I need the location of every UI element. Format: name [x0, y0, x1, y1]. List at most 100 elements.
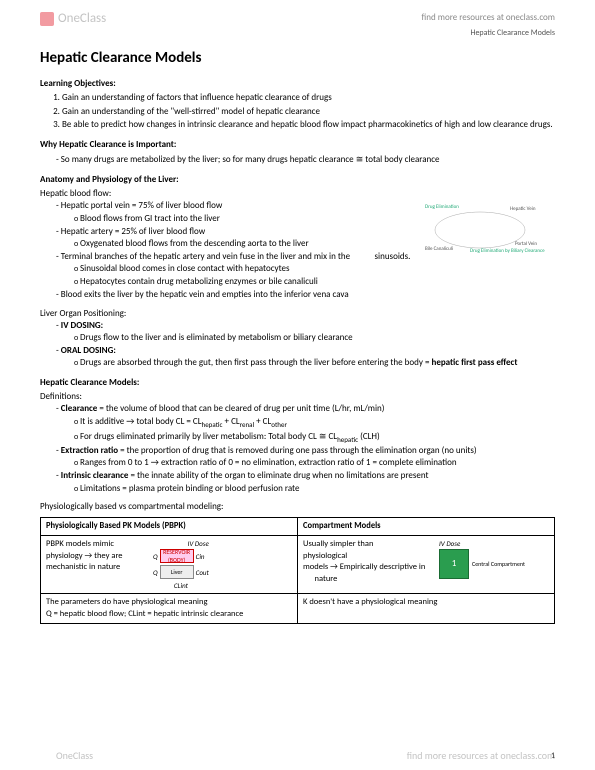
- watermark-top: OneClass: [40, 10, 106, 28]
- defs-label: Definitions:: [40, 391, 555, 403]
- svg-text:Drug Elimination by Biliary Cl: Drug Elimination by Biliary Clearance: [470, 248, 545, 254]
- objective-item: Gain an understanding of factors that in…: [62, 92, 555, 104]
- top-link[interactable]: find more resources at oneclass.com: [422, 12, 555, 24]
- anatomy-label: Anatomy and Physiology of the Liver:: [40, 174, 555, 186]
- learning-objectives-label: Learning Objectives:: [40, 78, 555, 90]
- clh-paren: (CLH): [358, 431, 380, 442]
- list-item: Sinusoidal blood comes in close contact …: [74, 263, 555, 275]
- why-text-b: total body clearance: [365, 154, 439, 165]
- why-label: Why Hepatic Clearance is Important:: [40, 139, 555, 151]
- liver-diagram-svg: Drug Elimination Hepatic Vein Portal Vei…: [420, 200, 550, 255]
- list-item: Terminal branches of the hepatic artery …: [56, 251, 555, 288]
- intrinsic-label: Intrinsic clearance: [61, 470, 129, 481]
- objective-item: Be able to predict how changes in intrin…: [62, 119, 555, 131]
- why-list: So many drugs are metabolized by the liv…: [56, 153, 555, 166]
- table-row: The parameters do have physiological mea…: [41, 594, 555, 624]
- hbf-terminal: Terminal branches of the hepatic artery …: [61, 251, 350, 262]
- clearance-def: = the volume of blood that can be cleare…: [97, 403, 384, 414]
- table-cell: PBPK models mimic physiology → they are …: [41, 536, 298, 594]
- hbf-terminal-end: sinusoids.: [375, 251, 411, 262]
- comparison-table: Physiologically Based PK Models (PBPK) C…: [40, 517, 555, 624]
- footer-link[interactable]: find more resources at oneclass.com: [407, 749, 555, 763]
- list-item: For drugs eliminated primarily by liver …: [74, 430, 555, 444]
- logo-icon: [40, 749, 52, 761]
- why-item: So many drugs are metabolized by the liv…: [56, 153, 555, 166]
- table-header: Compartment Models: [298, 517, 555, 535]
- cin-label: Cin: [196, 552, 205, 561]
- list-item: Limitations = plasma protein binding or …: [74, 483, 555, 495]
- objective-item: Gain an understanding of the "well-stirr…: [62, 106, 555, 118]
- cm-iv-label: IV Dose: [439, 539, 525, 548]
- compare-label: Physiologically based vs compartmental m…: [40, 501, 555, 513]
- table-header: Physiologically Based PK Models (PBPK): [41, 517, 298, 535]
- why-text-a: So many drugs are metabolized by the liv…: [61, 154, 354, 165]
- cm-text: Usually simpler than physiological model…: [303, 539, 433, 585]
- q-label: Q: [153, 568, 158, 577]
- r2c1-a: The parameters do have physiological mea…: [46, 597, 292, 608]
- oral-text-b: hepatic first pass effect: [431, 357, 517, 368]
- list-item: Ranges from 0 to 1 → extraction ratio of…: [74, 457, 555, 469]
- reservoir-box: RESERVOIR (BODY): [160, 549, 194, 563]
- header-small-title: Hepatic Clearance Models: [470, 28, 555, 39]
- footer-watermark: OneClass find more resources at oneclass…: [40, 749, 555, 763]
- cl-plus: + CL: [223, 416, 240, 427]
- q-label: Q: [153, 552, 158, 561]
- liver-pos-label: Liver Organ Positioning:: [40, 308, 555, 320]
- approx-symbol: ≅: [319, 431, 327, 441]
- compartment-box: 1: [439, 549, 469, 579]
- cm-diagram: IV Dose 1 Central Compartment: [439, 539, 525, 578]
- brand-name: OneClass: [58, 10, 106, 28]
- hbf-artery: Hepatic artery = 25% of liver blood flow: [61, 226, 205, 237]
- clearance-sub1: It is additive → total body CL = CL: [80, 416, 201, 427]
- cl-sub: renal: [240, 419, 254, 428]
- list-item: Extraction ratio = the proportion of dru…: [56, 445, 555, 469]
- list-item: Intrinsic clearance = the innate ability…: [56, 470, 555, 494]
- oral-label: ORAL DOSING:: [61, 345, 116, 356]
- cl-sub: hepatic: [337, 435, 358, 444]
- page-title: Hepatic Clearance Models: [40, 48, 555, 68]
- pbpk-diagram: IV Dose Q RESERVOIR (BODY) Cin Q Liver C…: [153, 539, 209, 590]
- cl-sub: other: [271, 419, 287, 428]
- approx-symbol: ≅: [356, 154, 364, 164]
- list-item: Drugs flow to the liver and is eliminate…: [74, 332, 555, 344]
- hbf-portal: Hepatic portal vein = 75% of liver blood…: [61, 200, 222, 211]
- clearance-sub2a: For drugs eliminated primarily by liver …: [80, 431, 317, 442]
- svg-text:Bile Canaliculi: Bile Canaliculi: [425, 246, 453, 252]
- pbpk-text: PBPK models mimic physiology → they are …: [46, 539, 141, 573]
- defs-list: Clearance = the volume of blood that can…: [56, 403, 555, 494]
- liver-pos-list: IV DOSING: Drugs flow to the liver and i…: [56, 320, 555, 370]
- table-cell: K doesn't have a physiological meaning: [298, 594, 555, 624]
- svg-text:Portal Vein: Portal Vein: [515, 241, 537, 247]
- clearance-sub2b: CL: [328, 431, 337, 442]
- liver-box: Liver: [160, 565, 194, 579]
- models-label: Hepatic Clearance Models:: [40, 377, 555, 389]
- r2c1-b: Q = hepatic blood flow; CLint = hepatic …: [46, 609, 292, 620]
- svg-text:Drug Elimination: Drug Elimination: [425, 204, 459, 210]
- extraction-label: Extraction ratio: [61, 445, 118, 456]
- table-cell: The parameters do have physiological mea…: [41, 594, 298, 624]
- liver-diagram: Drug Elimination Hepatic Vein Portal Vei…: [420, 200, 550, 255]
- table-cell: Usually simpler than physiological model…: [298, 536, 555, 594]
- iv-label: IV DOSING:: [61, 320, 103, 331]
- list-item: Blood exits the liver by the hepatic vei…: [56, 289, 555, 301]
- extraction-def: = the proportion of drug that is removed…: [118, 445, 477, 456]
- footer-brand: OneClass: [56, 749, 93, 763]
- objectives-list: Gain an understanding of factors that in…: [62, 92, 555, 130]
- table-row: Physiologically Based PK Models (PBPK) C…: [41, 517, 555, 535]
- list-item: Clearance = the volume of blood that can…: [56, 403, 555, 444]
- intrinsic-def: = the innate ability of the organ to eli…: [128, 470, 428, 481]
- table-row: PBPK models mimic physiology → they are …: [41, 536, 555, 594]
- cout-label: Cout: [196, 568, 209, 577]
- list-item: IV DOSING: Drugs flow to the liver and i…: [56, 320, 555, 344]
- page-number: 1: [551, 751, 555, 762]
- compartment-label: Central Compartment: [472, 560, 525, 568]
- list-item: ORAL DOSING: Drugs are absorbed through …: [56, 345, 555, 369]
- logo-icon: [40, 12, 54, 26]
- oral-text-a: Drugs are absorbed through the gut, then…: [80, 357, 431, 368]
- clearance-label: Clearance: [61, 403, 98, 414]
- list-item: Hepatocytes contain drug metabolizing en…: [74, 276, 555, 288]
- hbf-label: Hepatic blood flow:: [40, 188, 555, 200]
- list-item: Drugs are absorbed through the gut, then…: [74, 357, 555, 369]
- svg-text:Hepatic Vein: Hepatic Vein: [510, 206, 536, 212]
- clint-label: CLint: [153, 581, 209, 590]
